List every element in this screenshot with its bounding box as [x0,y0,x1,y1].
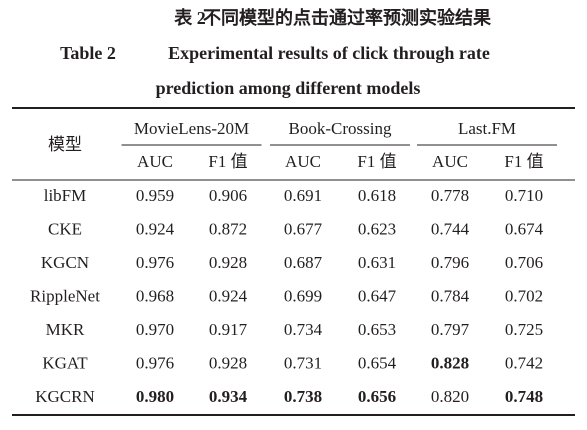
cell: 0.976 [136,253,174,272]
sub-header: F1 值 [208,152,247,171]
caption-en-label: Table 2 [60,43,116,63]
cell: 0.917 [209,320,248,339]
sub-header: AUC [285,152,321,171]
cell: 0.631 [358,253,396,272]
cell: 0.710 [505,186,543,205]
cell: 0.959 [136,186,174,205]
cell: 0.924 [209,286,248,305]
sub-header: F1 值 [357,152,396,171]
cell: 0.699 [284,286,322,305]
caption-en-title: prediction among different models [156,78,421,98]
group-header: MovieLens-20M [134,119,249,138]
cell: 0.976 [136,353,174,372]
cell: 0.934 [209,387,248,406]
cell: 0.687 [284,253,323,272]
cell: 0.618 [358,186,396,205]
cell: 0.654 [358,353,397,372]
cell: 0.924 [136,219,175,238]
corner-header: 模型 [48,135,82,154]
cell: 0.872 [209,219,247,238]
cell: 0.796 [431,253,469,272]
cell: 0.928 [209,253,247,272]
caption-en-title: Experimental results of click through ra… [168,43,490,63]
cell: 0.980 [136,387,174,406]
cell: 0.738 [284,387,322,406]
caption-cn-label: 表 2 [174,7,206,28]
cell: 0.691 [284,186,322,205]
cell: 0.653 [358,320,396,339]
cell: 0.734 [284,320,323,339]
cell: 0.702 [505,286,543,305]
cell: 0.742 [505,353,543,372]
cell: 0.725 [505,320,543,339]
cell: 0.674 [505,219,544,238]
cell: 0.968 [136,286,174,305]
model-name: CKE [48,219,82,238]
model-name: libFM [44,186,87,205]
cell: 0.797 [431,320,470,339]
cell: 0.748 [505,387,543,406]
cell: 0.677 [284,219,323,238]
cell: 0.828 [431,353,469,372]
model-name: KGCN [41,253,89,272]
group-header: Book-Crossing [289,119,392,138]
model-name: MKR [46,320,85,339]
sub-header: AUC [432,152,468,171]
cell: 0.731 [284,353,322,372]
sub-header: AUC [137,152,173,171]
cell: 0.928 [209,353,247,372]
model-name: KGCRN [35,387,95,406]
cell: 0.744 [431,219,470,238]
model-name: KGAT [42,353,88,372]
cell: 0.706 [505,253,543,272]
cell: 0.906 [209,186,247,205]
group-header: Last.FM [458,119,516,138]
cell: 0.820 [431,387,469,406]
cell: 0.970 [136,320,174,339]
model-name: RippleNet [30,286,100,305]
cell: 0.656 [358,387,396,406]
cell: 0.647 [358,286,397,305]
cell: 0.784 [431,286,470,305]
cell: 0.778 [431,186,469,205]
sub-header: F1 值 [504,152,543,171]
cell: 0.623 [358,219,396,238]
caption-cn-title: 不同模型的点击通过率预测实验结果 [203,7,492,28]
